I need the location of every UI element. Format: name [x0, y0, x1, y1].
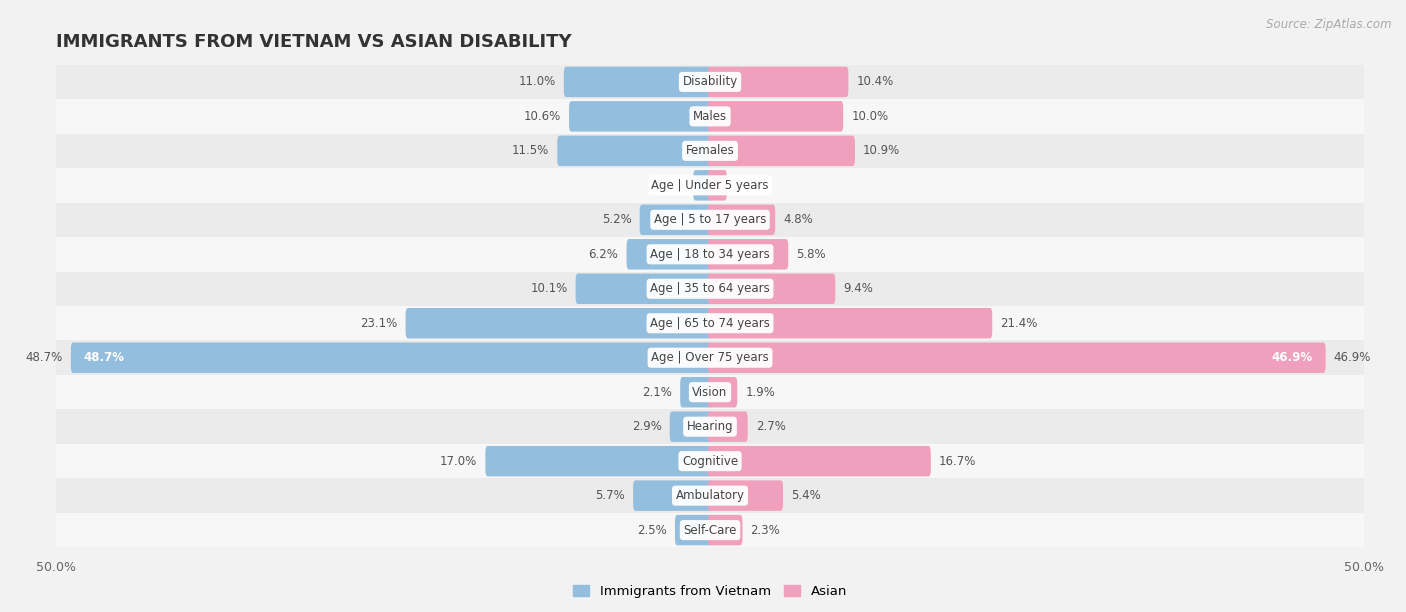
FancyBboxPatch shape [707, 343, 1326, 373]
Text: Cognitive: Cognitive [682, 455, 738, 468]
FancyBboxPatch shape [485, 446, 713, 476]
Text: 2.5%: 2.5% [637, 524, 666, 537]
FancyBboxPatch shape [707, 136, 855, 166]
Text: 11.5%: 11.5% [512, 144, 550, 157]
Bar [56, 340, 1364, 375]
Text: Vision: Vision [692, 386, 728, 398]
FancyBboxPatch shape [707, 377, 737, 408]
Text: 48.7%: 48.7% [84, 351, 125, 364]
FancyBboxPatch shape [575, 274, 713, 304]
FancyBboxPatch shape [70, 343, 713, 373]
Text: 23.1%: 23.1% [360, 317, 398, 330]
Text: Age | 65 to 74 years: Age | 65 to 74 years [650, 317, 770, 330]
FancyBboxPatch shape [405, 308, 713, 338]
Bar [56, 99, 1364, 133]
Text: 16.7%: 16.7% [939, 455, 976, 468]
FancyBboxPatch shape [707, 239, 789, 269]
FancyBboxPatch shape [627, 239, 713, 269]
FancyBboxPatch shape [707, 67, 848, 97]
Bar [56, 479, 1364, 513]
Bar [56, 237, 1364, 272]
Text: 48.7%: 48.7% [25, 351, 63, 364]
Bar [56, 444, 1364, 479]
Text: Self-Care: Self-Care [683, 524, 737, 537]
Text: Males: Males [693, 110, 727, 123]
Text: Age | 18 to 34 years: Age | 18 to 34 years [650, 248, 770, 261]
Text: Age | 35 to 64 years: Age | 35 to 64 years [650, 282, 770, 295]
FancyBboxPatch shape [681, 377, 713, 408]
Bar [56, 168, 1364, 203]
Legend: Immigrants from Vietnam, Asian: Immigrants from Vietnam, Asian [568, 580, 852, 603]
Text: 1.1%: 1.1% [655, 179, 685, 192]
Bar [56, 409, 1364, 444]
FancyBboxPatch shape [707, 515, 742, 545]
FancyBboxPatch shape [640, 204, 713, 235]
Text: 5.8%: 5.8% [796, 248, 825, 261]
Bar [56, 513, 1364, 547]
Text: Females: Females [686, 144, 734, 157]
Text: 6.2%: 6.2% [589, 248, 619, 261]
FancyBboxPatch shape [633, 480, 713, 511]
Text: 9.4%: 9.4% [844, 282, 873, 295]
Text: 2.1%: 2.1% [643, 386, 672, 398]
Text: Age | Under 5 years: Age | Under 5 years [651, 179, 769, 192]
Text: Ambulatory: Ambulatory [675, 489, 745, 502]
Text: Age | Over 75 years: Age | Over 75 years [651, 351, 769, 364]
FancyBboxPatch shape [669, 411, 713, 442]
Text: 2.9%: 2.9% [631, 420, 662, 433]
Text: Hearing: Hearing [686, 420, 734, 433]
FancyBboxPatch shape [707, 274, 835, 304]
FancyBboxPatch shape [675, 515, 713, 545]
Bar [56, 272, 1364, 306]
Text: 10.9%: 10.9% [863, 144, 900, 157]
FancyBboxPatch shape [693, 170, 713, 201]
Text: 10.6%: 10.6% [523, 110, 561, 123]
Bar [56, 133, 1364, 168]
Text: Disability: Disability [682, 75, 738, 88]
Text: 17.0%: 17.0% [440, 455, 477, 468]
Text: 10.0%: 10.0% [851, 110, 889, 123]
Text: 5.7%: 5.7% [595, 489, 626, 502]
Text: 10.4%: 10.4% [856, 75, 894, 88]
FancyBboxPatch shape [707, 204, 775, 235]
Text: 5.2%: 5.2% [602, 214, 631, 226]
Text: 11.0%: 11.0% [519, 75, 555, 88]
FancyBboxPatch shape [707, 308, 993, 338]
Bar [56, 203, 1364, 237]
Bar [56, 306, 1364, 340]
Text: 46.9%: 46.9% [1334, 351, 1371, 364]
Text: IMMIGRANTS FROM VIETNAM VS ASIAN DISABILITY: IMMIGRANTS FROM VIETNAM VS ASIAN DISABIL… [56, 33, 572, 51]
Text: 2.7%: 2.7% [756, 420, 786, 433]
FancyBboxPatch shape [557, 136, 713, 166]
Bar [56, 375, 1364, 409]
Text: 1.1%: 1.1% [735, 179, 765, 192]
Text: 4.8%: 4.8% [783, 214, 813, 226]
Text: 1.9%: 1.9% [745, 386, 775, 398]
FancyBboxPatch shape [707, 446, 931, 476]
Text: 21.4%: 21.4% [1000, 317, 1038, 330]
Text: 5.4%: 5.4% [792, 489, 821, 502]
FancyBboxPatch shape [707, 101, 844, 132]
Text: 46.9%: 46.9% [1271, 351, 1313, 364]
Text: Age | 5 to 17 years: Age | 5 to 17 years [654, 214, 766, 226]
Text: Source: ZipAtlas.com: Source: ZipAtlas.com [1267, 18, 1392, 31]
Bar [56, 65, 1364, 99]
Text: 2.3%: 2.3% [751, 524, 780, 537]
FancyBboxPatch shape [707, 480, 783, 511]
FancyBboxPatch shape [569, 101, 713, 132]
Text: 10.1%: 10.1% [530, 282, 568, 295]
FancyBboxPatch shape [707, 411, 748, 442]
FancyBboxPatch shape [564, 67, 713, 97]
FancyBboxPatch shape [707, 170, 727, 201]
